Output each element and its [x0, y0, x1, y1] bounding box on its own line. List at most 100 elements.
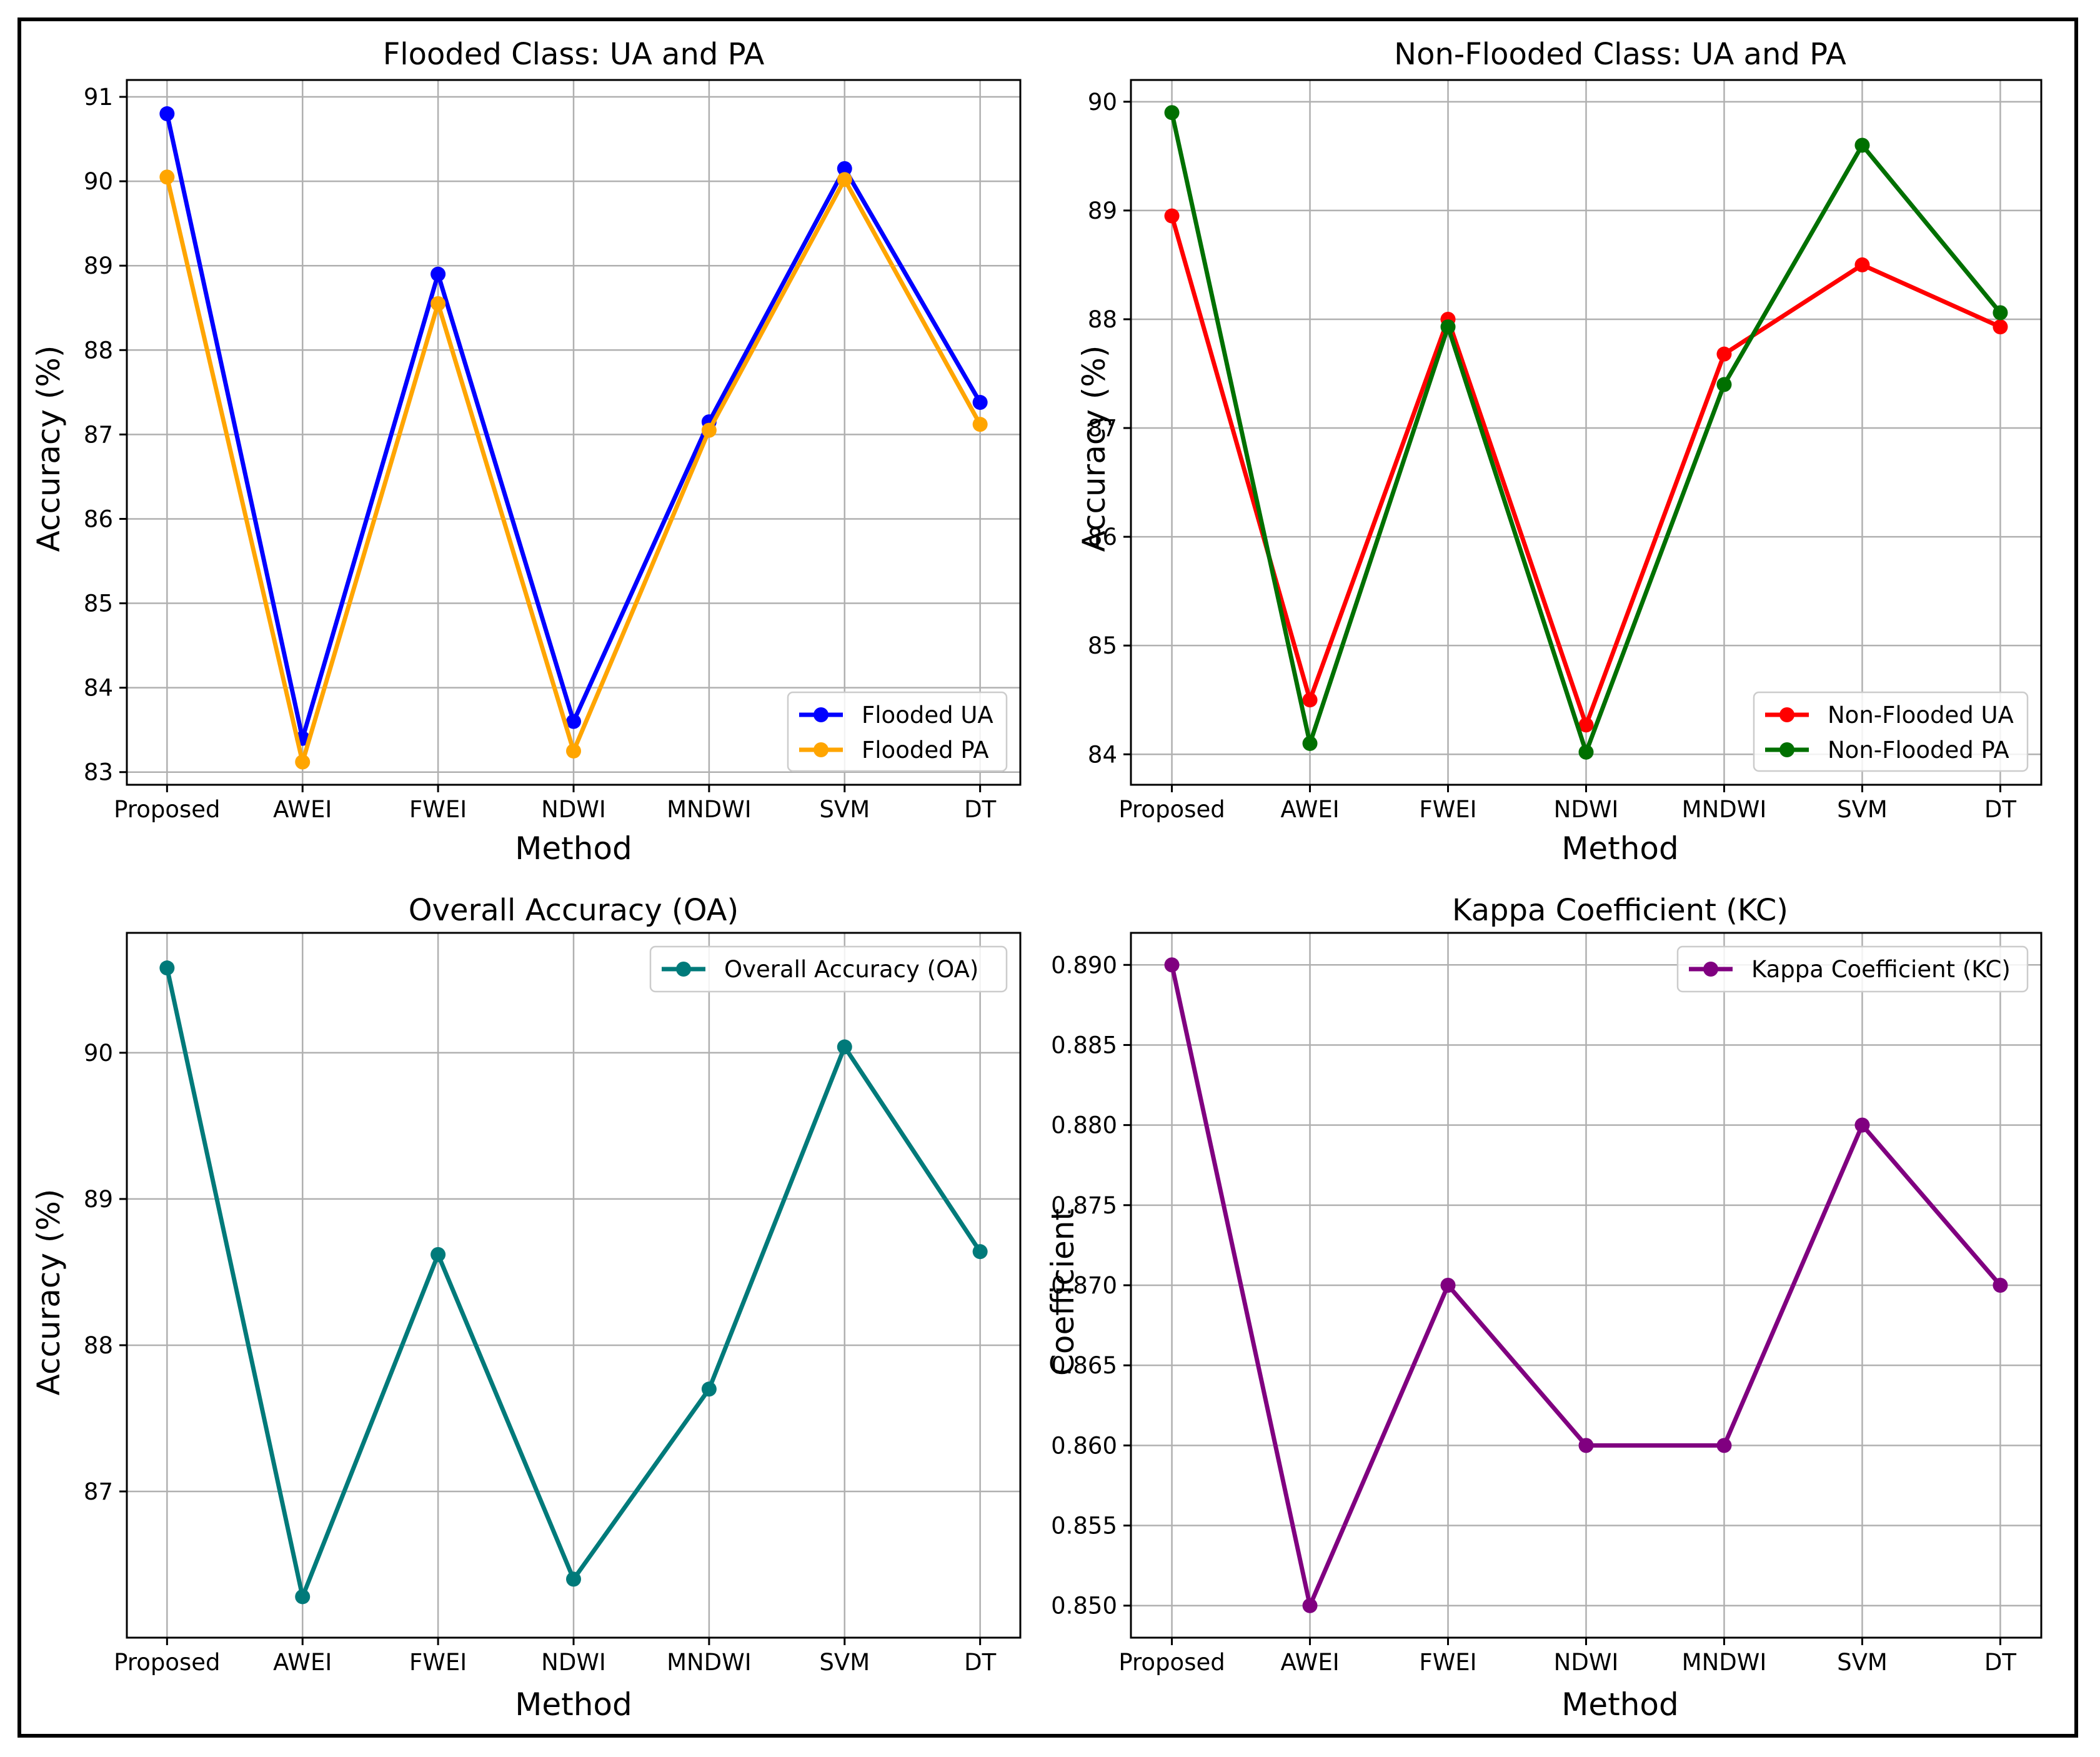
x-tick-label: SVM: [1837, 796, 1888, 823]
legend-label: Kappa Coefficient (KC): [1751, 956, 2011, 983]
data-point: [1993, 1278, 2008, 1293]
y-tick-label: 88: [1088, 306, 1117, 333]
y-tick-label: 0.890: [1051, 952, 1117, 978]
legend-label: Non-Flooded PA: [1828, 737, 2009, 764]
legend: Non-Flooded UA Non-Flooded PA: [1753, 691, 2029, 772]
data-point: [1716, 346, 1732, 362]
y-tick-label: 88: [84, 1332, 113, 1359]
data-point: [1578, 1438, 1594, 1453]
x-tick-label: MNDWI: [667, 1649, 752, 1676]
data-point: [159, 106, 175, 122]
data-point: [1716, 1438, 1732, 1453]
y-tick-label: 84: [1088, 741, 1117, 768]
data-point: [1854, 1117, 1870, 1133]
data-point: [1440, 1278, 1456, 1293]
legend: Overall Accuracy (OA): [649, 945, 1008, 993]
x-tick-label: Proposed: [114, 1649, 220, 1676]
x-tick-label: AWEI: [273, 1649, 332, 1676]
x-tick-label: FWEI: [409, 1649, 467, 1676]
y-axis-label: Accuracy (%): [1076, 346, 1112, 552]
y-tick-label: 0.875: [1051, 1192, 1117, 1219]
data-point: [1854, 257, 1870, 272]
data-point: [1164, 208, 1180, 224]
data-point: [1302, 735, 1318, 751]
data-point: [295, 754, 311, 770]
data-point: [295, 1589, 311, 1605]
data-point: [1440, 319, 1456, 335]
data-point: [701, 1381, 717, 1397]
data-point: [837, 172, 852, 187]
data-point: [972, 417, 988, 432]
x-tick-label: NDWI: [541, 1649, 606, 1676]
x-tick-label: AWEI: [273, 796, 332, 823]
y-tick-label: 86: [1088, 524, 1117, 550]
plot-area: Proposed AWEI FWEI NDWI MNDWI SVM DT 83 84 85 86 87…: [84, 79, 1022, 823]
legend-box: [649, 945, 1008, 993]
data-point: [1302, 1598, 1318, 1613]
legend-swatch-marker: [676, 962, 691, 977]
x-tick-label: FWEI: [409, 796, 467, 823]
data-point: [1993, 305, 2008, 321]
data-point: [972, 395, 988, 411]
legend-swatch-marker: [1779, 707, 1794, 722]
y-tick-label: 87: [84, 421, 113, 448]
legend-box: [1676, 945, 2029, 993]
x-tick-label: DT: [1984, 1649, 2016, 1676]
x-tick-label: AWEI: [1280, 1649, 1339, 1676]
legend-label: Non-Flooded UA: [1828, 702, 2014, 729]
x-tick-label: FWEI: [1419, 796, 1476, 823]
x-tick-label: MNDWI: [667, 796, 752, 823]
y-tick-label: 84: [84, 675, 113, 702]
chart-title: Overall Accuracy (OA): [409, 893, 739, 928]
y-axis-label: Accuracy (%): [31, 346, 67, 552]
legend-swatch-marker: [814, 742, 829, 757]
x-tick-label: MNDWI: [1682, 1649, 1767, 1676]
data-point: [1578, 717, 1594, 733]
chart-overall-accuracy: Overall Accuracy (OA) Method Accuracy (%…: [31, 893, 1022, 1723]
y-tick-label: 86: [84, 505, 113, 532]
y-tick-label: 0.860: [1051, 1432, 1117, 1459]
x-axis-label: Method: [1561, 1686, 1679, 1723]
y-tick-label: 87: [1088, 415, 1117, 442]
data-point: [1302, 692, 1318, 708]
chart-title: Non-Flooded Class: UA and PA: [1394, 37, 1846, 72]
x-tick-label: Proposed: [114, 796, 220, 823]
x-tick-label: Proposed: [1118, 796, 1225, 823]
x-tick-label: NDWI: [541, 796, 606, 823]
x-axis-label: Method: [1561, 830, 1679, 867]
x-tick-label: NDWI: [1554, 1649, 1619, 1676]
data-point: [430, 296, 446, 311]
chart-kappa-coefficient: Kappa Coefficient (KC) Method Coefficien…: [1045, 893, 2043, 1723]
y-tick-label: 0.885: [1051, 1032, 1117, 1058]
legend: Kappa Coefficient (KC): [1676, 945, 2029, 993]
data-point: [1993, 319, 2008, 335]
y-tick-label: 0.855: [1051, 1513, 1117, 1540]
x-tick-label: SVM: [1837, 1649, 1888, 1676]
y-tick-label: 89: [84, 252, 113, 279]
data-point: [566, 743, 581, 759]
data-point: [1164, 105, 1180, 121]
x-tick-label: DT: [964, 1649, 996, 1676]
legend-swatch-marker: [814, 707, 829, 722]
legend: Flooded UA Flooded PA: [787, 691, 1008, 772]
y-axis-label: Accuracy (%): [31, 1189, 67, 1396]
data-point: [1164, 957, 1180, 973]
x-tick-label: SVM: [819, 796, 870, 823]
data-point: [1854, 137, 1870, 153]
y-tick-label: 0.850: [1051, 1593, 1117, 1620]
x-tick-label: Proposed: [1118, 1649, 1225, 1676]
y-tick-label: 90: [84, 168, 113, 195]
legend-label: Overall Accuracy (OA): [724, 956, 978, 983]
plot-area: Proposed AWEI FWEI NDWI MNDWI SVM DT 84 85 86 87 88…: [1088, 79, 2043, 823]
y-tick-label: 83: [84, 759, 113, 786]
x-tick-label: FWEI: [1419, 1649, 1476, 1676]
legend-swatch-marker: [1703, 962, 1718, 977]
data-point: [1716, 377, 1732, 392]
x-axis-label: Method: [515, 830, 632, 867]
data-point: [159, 169, 175, 185]
plot-area: Proposed AWEI FWEI NDWI MNDWI SVM DT 0.850 0.855…: [1051, 932, 2043, 1676]
y-tick-label: 90: [84, 1040, 113, 1067]
data-point: [837, 1039, 852, 1055]
data-point: [701, 422, 717, 438]
legend-label: Flooded PA: [862, 737, 989, 764]
